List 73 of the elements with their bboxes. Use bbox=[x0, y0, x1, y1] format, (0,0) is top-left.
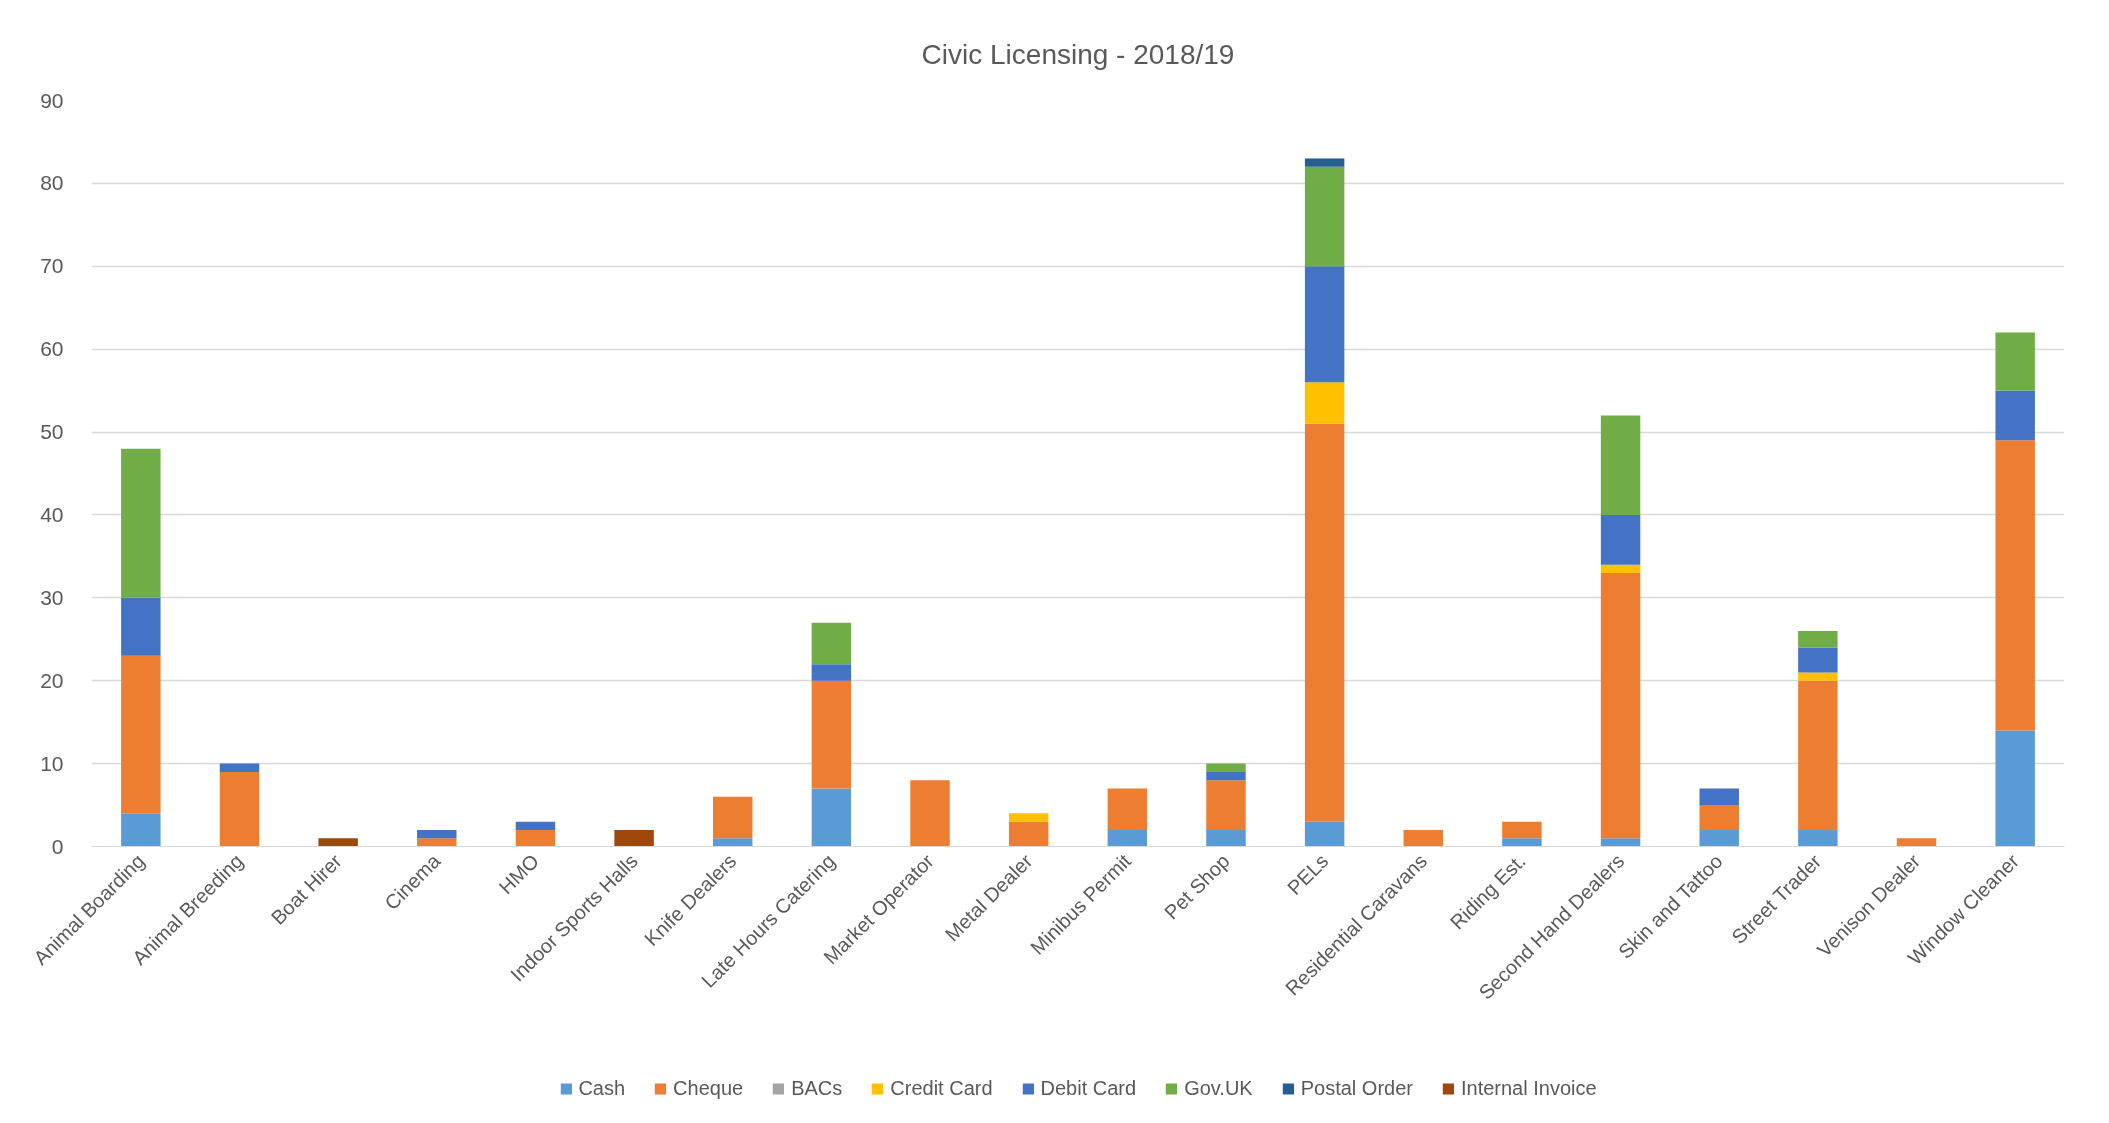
legend-label: Gov.UK bbox=[1184, 1076, 1253, 1100]
y-tick-label: 80 bbox=[40, 171, 64, 195]
bar bbox=[811, 622, 852, 665]
bar bbox=[1798, 672, 1838, 681]
bar bbox=[318, 838, 358, 847]
bar bbox=[1600, 572, 1641, 839]
bar bbox=[515, 821, 556, 830]
y-tick-label: 70 bbox=[40, 254, 64, 278]
bar bbox=[1304, 266, 1345, 383]
y-tick-label: 90 bbox=[40, 88, 64, 112]
bar bbox=[1699, 788, 1739, 806]
bar bbox=[1798, 829, 1838, 847]
bar bbox=[515, 829, 556, 847]
bar bbox=[712, 838, 753, 847]
legend-label: Credit Card bbox=[890, 1076, 993, 1100]
bar bbox=[121, 813, 161, 847]
bar bbox=[1304, 821, 1345, 847]
bar bbox=[1995, 332, 2035, 391]
bar bbox=[1600, 514, 1641, 565]
bar bbox=[1304, 423, 1345, 822]
bar bbox=[1600, 838, 1641, 847]
bar bbox=[811, 664, 852, 681]
legend-label: Internal Invoice bbox=[1460, 1076, 1597, 1100]
bar bbox=[121, 448, 161, 598]
bar bbox=[417, 838, 457, 847]
bar bbox=[1600, 415, 1641, 515]
bar bbox=[614, 829, 654, 847]
legend-label: BACs bbox=[791, 1076, 843, 1100]
y-tick-label: 60 bbox=[40, 337, 64, 361]
bar bbox=[1008, 821, 1049, 847]
bar bbox=[1008, 813, 1049, 822]
bar bbox=[121, 655, 161, 814]
bar bbox=[1107, 829, 1148, 847]
bar bbox=[219, 771, 260, 847]
bar bbox=[1206, 780, 1246, 830]
bar bbox=[910, 780, 950, 847]
legend-label: Cheque bbox=[673, 1076, 744, 1100]
legend-label: Postal Order bbox=[1300, 1076, 1413, 1100]
bar bbox=[1206, 771, 1246, 781]
bar bbox=[1403, 829, 1444, 847]
y-tick-label: 20 bbox=[40, 668, 64, 692]
bar bbox=[1502, 821, 1542, 839]
bar bbox=[1600, 564, 1641, 573]
bar bbox=[1798, 630, 1838, 648]
bar bbox=[811, 680, 852, 789]
bar bbox=[1995, 390, 2035, 441]
legend-label: Debit Card bbox=[1040, 1076, 1137, 1100]
bar bbox=[1995, 440, 2035, 731]
chart-title: Civic Licensing - 2018/19 bbox=[921, 38, 1235, 70]
bar bbox=[811, 788, 852, 847]
legend-label: Cash bbox=[578, 1076, 626, 1100]
bar bbox=[1206, 829, 1246, 847]
bar bbox=[1896, 838, 1937, 847]
y-tick-label: 50 bbox=[40, 420, 64, 444]
bar bbox=[1699, 805, 1739, 830]
y-tick-label: 40 bbox=[40, 502, 64, 526]
bar bbox=[1206, 763, 1246, 772]
bar bbox=[1798, 647, 1838, 673]
y-tick-label: 10 bbox=[40, 751, 64, 775]
bar bbox=[1107, 788, 1148, 830]
bar bbox=[1304, 158, 1345, 167]
bar bbox=[417, 829, 457, 839]
bar bbox=[1502, 838, 1542, 847]
bar bbox=[1304, 382, 1345, 424]
bar bbox=[1304, 166, 1345, 267]
y-tick-label: 0 bbox=[51, 834, 64, 858]
bar bbox=[1699, 829, 1739, 847]
bar bbox=[1798, 680, 1838, 830]
bar bbox=[219, 763, 260, 772]
bar bbox=[712, 796, 753, 839]
bar bbox=[121, 597, 161, 656]
bar bbox=[1995, 730, 2035, 847]
y-tick-label: 30 bbox=[40, 585, 64, 609]
